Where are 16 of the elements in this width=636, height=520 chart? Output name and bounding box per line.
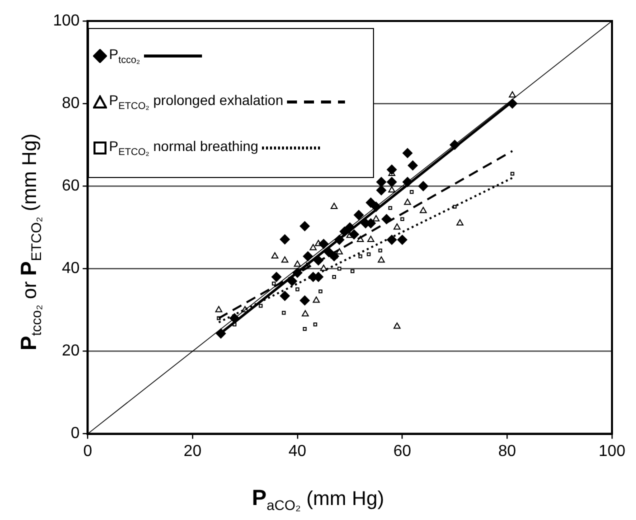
x-tick-label: 20 — [184, 442, 202, 460]
y-tick-label: 80 — [62, 94, 80, 112]
y-tick-label: 100 — [52, 12, 80, 30]
legend-label: P$_{ETCO₂}$ prolonged exhalation — [109, 92, 284, 112]
x-tick-label: 40 — [288, 442, 306, 460]
y-tick-label: 0 — [70, 425, 80, 442]
y-tick-label: 60 — [62, 178, 80, 195]
x-tick-label: 60 — [393, 442, 412, 460]
x-tick-label: 100 — [598, 442, 626, 460]
x-axis-title: P$_{aCO₂}$ (mm Hg) — [250, 485, 386, 513]
y-tick-label: 40 — [62, 260, 80, 278]
x-tick-label: 0 — [83, 442, 92, 460]
x-tick-label: 80 — [498, 442, 516, 460]
legend-label: P$_{ETCO₂}$ normal breathing — [109, 138, 258, 158]
y-tick-label: 20 — [62, 342, 80, 360]
legend-label: P$_{tcco₂}$ — [109, 46, 140, 66]
